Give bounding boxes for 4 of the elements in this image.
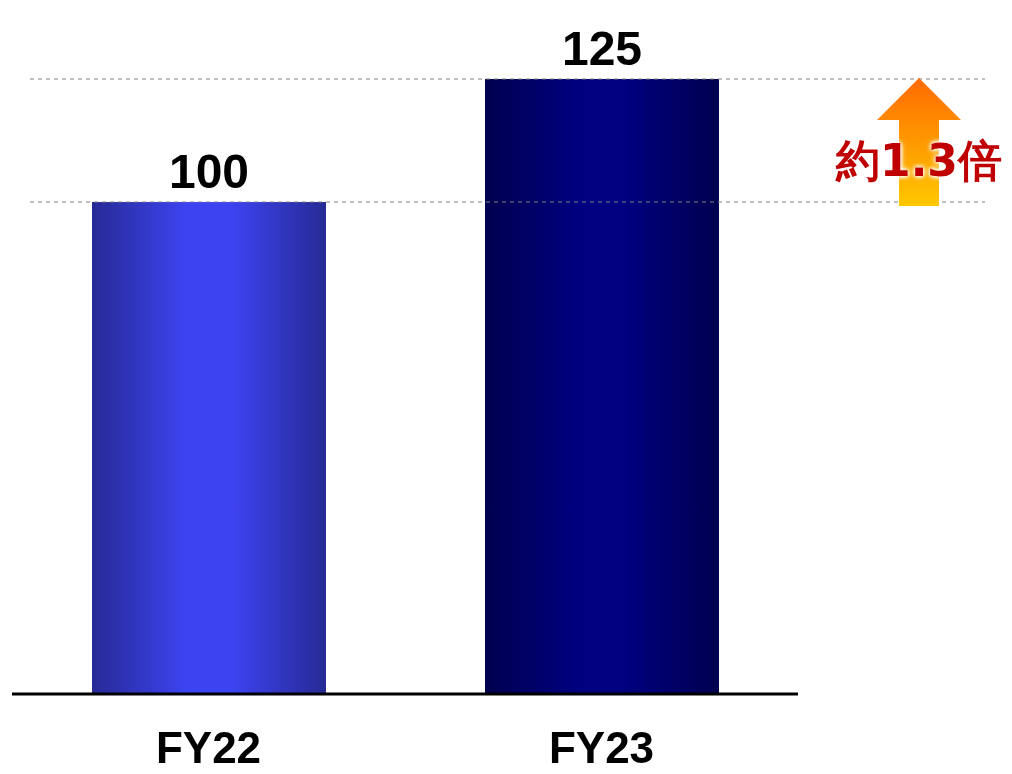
data-label: 100 — [168, 145, 250, 198]
data-label: 125 — [561, 22, 643, 75]
x-tick-label: FY22 — [155, 723, 262, 773]
x-tick-label: FY23 — [548, 723, 655, 773]
